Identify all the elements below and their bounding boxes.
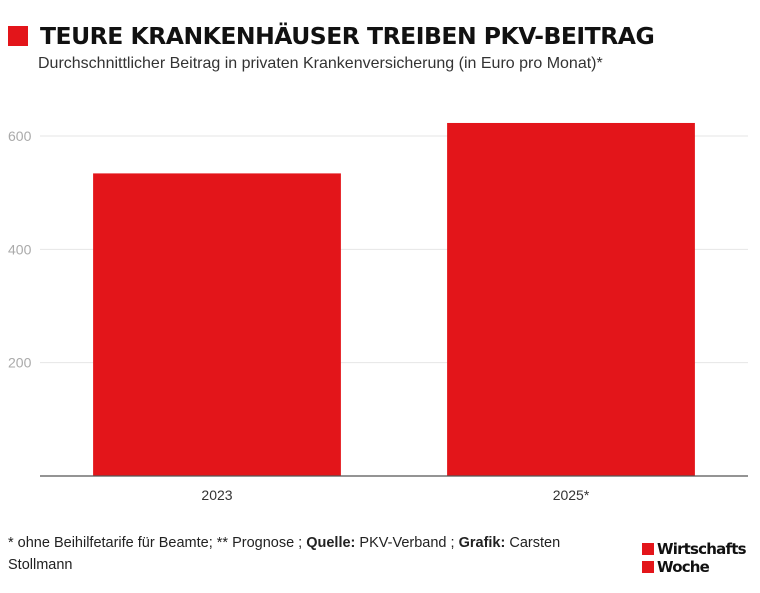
chart-title-row: TEURE KRANKENHÄUSER TREIBEN PKV-BEITRAG — [8, 16, 655, 56]
y-tick-label: 600 — [8, 128, 32, 144]
logo-text-1: Wirtschafts — [657, 540, 747, 558]
bar — [447, 122, 695, 476]
chart-subtitle: Durchschnittlicher Beitrag in privaten K… — [38, 55, 603, 72]
y-tick-label: 400 — [8, 241, 32, 257]
y-tick-label: 200 — [8, 355, 32, 371]
footnote-source: PKV-Verband ; — [355, 535, 459, 551]
logo-text-2: Woche — [657, 558, 710, 576]
wirtschaftswoche-logo: Wirtschafts Woche — [642, 540, 747, 576]
chart-title: TEURE KRANKENHÄUSER TREIBEN PKV-BEITRAG — [40, 22, 655, 50]
title-marker — [8, 26, 28, 46]
footnote: * ohne Beihilfetarife für Beamte; ** Pro… — [8, 532, 608, 576]
footnote-graphic-label: Grafik: — [458, 535, 506, 551]
x-tick-label: 2023 — [201, 487, 232, 503]
footnote-note: * ohne Beihilfetarife für Beamte; ** Pro… — [8, 535, 307, 551]
footnote-source-label: Quelle: — [306, 535, 356, 551]
footnote-graphic: Carsten Stollmann — [8, 535, 561, 573]
bar — [93, 173, 341, 476]
x-tick-label: 2025* — [553, 487, 590, 503]
logo-square — [642, 561, 654, 573]
logo-line-1: Wirtschafts — [642, 540, 747, 558]
logo-line-2: Woche — [642, 558, 746, 576]
logo-square — [642, 543, 654, 555]
